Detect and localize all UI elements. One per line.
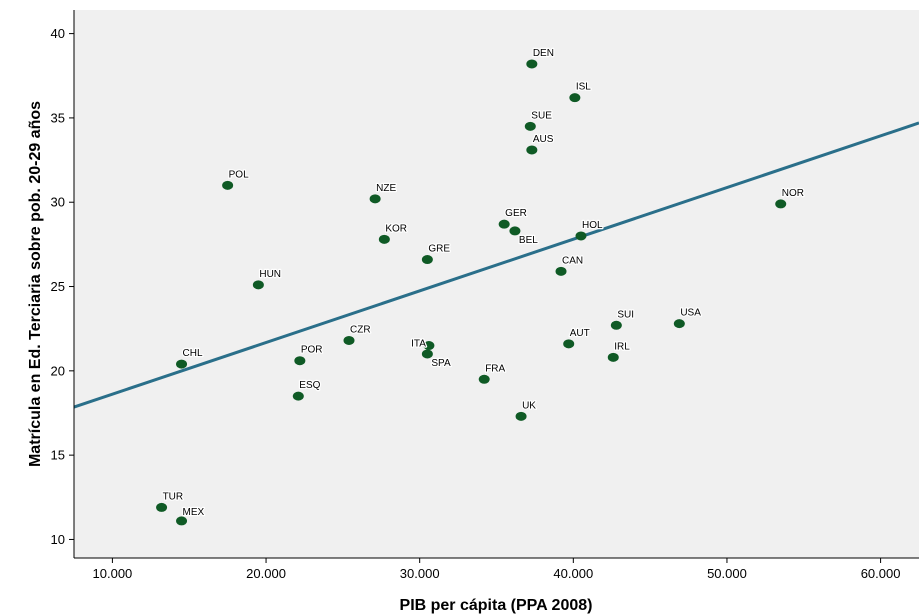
- point-label: IRL: [614, 341, 630, 352]
- point-label: AUT: [570, 328, 590, 339]
- x-tick-label: 20.000: [246, 566, 286, 581]
- data-point: [509, 226, 521, 236]
- y-tick-label: 30: [51, 195, 65, 210]
- point-label: KOR: [385, 223, 407, 234]
- data-point: [526, 145, 538, 155]
- point-label: FRA: [485, 363, 505, 374]
- ticks-layer: 10.000 20.000 30.000 40.000 50.000 60.000 10 15…: [51, 26, 901, 581]
- point-label: CAN: [562, 255, 583, 266]
- data-point: [569, 93, 581, 103]
- data-point: [575, 231, 587, 241]
- data-point: [294, 356, 306, 366]
- point-label: AUS: [533, 134, 554, 145]
- point-label: BEL: [519, 235, 538, 246]
- data-point: [610, 320, 622, 330]
- data-point: [673, 319, 685, 329]
- data-point: [176, 359, 188, 369]
- point-label: ITA: [411, 339, 426, 350]
- point-label: TUR: [163, 491, 184, 502]
- data-point: [555, 266, 567, 276]
- point-label: SUE: [531, 110, 552, 121]
- point-label: SUI: [617, 309, 634, 320]
- data-point: [292, 391, 304, 401]
- data-point: [421, 349, 433, 359]
- x-axis-title: PIB per cápita (PPA 2008): [400, 597, 593, 614]
- point-label: ISL: [576, 82, 591, 93]
- data-point: [423, 341, 435, 351]
- fit-line-layer: [73, 121, 919, 409]
- x-tick-label: 50.000: [707, 566, 747, 581]
- point-label: GRE: [428, 244, 450, 255]
- y-axis-title: Matrícula en Ed. Terciaria sobre pob. 20…: [27, 101, 44, 467]
- point-label: NOR: [782, 188, 804, 199]
- fit-line: [73, 121, 919, 409]
- data-point: [524, 121, 536, 131]
- data-point: [775, 199, 787, 209]
- y-tick-label: 10: [51, 532, 65, 547]
- data-point: [498, 219, 510, 229]
- y-tick-label: 20: [51, 363, 65, 378]
- data-point: [369, 194, 381, 204]
- y-tick-label: 40: [51, 26, 65, 41]
- data-point: [222, 180, 234, 190]
- data-point: [515, 411, 527, 421]
- point-label: POR: [301, 345, 323, 356]
- y-tick-label: 35: [51, 110, 65, 125]
- point-label: POL: [229, 169, 249, 180]
- data-point: [156, 502, 168, 512]
- point-label: CZR: [350, 324, 371, 335]
- point-label: UK: [522, 400, 536, 411]
- data-point: [526, 59, 538, 69]
- points-layer: DEN ISL SUE AUS POL NZE NOR GER BEL HOL KOR GRE CAN H…: [156, 47, 805, 526]
- point-label: DEN: [533, 48, 554, 59]
- point-label: MEX: [183, 507, 205, 518]
- point-label: ESQ: [299, 380, 320, 391]
- data-point: [421, 255, 433, 265]
- data-point: [252, 280, 264, 290]
- data-point: [378, 234, 390, 244]
- data-point: [563, 339, 575, 349]
- point-label: HUN: [259, 269, 281, 280]
- point-label: HOL: [582, 220, 603, 231]
- y-tick-label: 25: [51, 279, 65, 294]
- data-point: [176, 516, 188, 526]
- point-label: SPA: [431, 358, 451, 369]
- data-point: [607, 352, 619, 362]
- x-tick-label: 10.000: [93, 566, 133, 581]
- point-label: NZE: [376, 183, 396, 194]
- data-point: [343, 335, 355, 345]
- data-point: [478, 374, 490, 384]
- point-label: USA: [680, 308, 701, 319]
- point-label: CHL: [183, 348, 203, 359]
- point-label: GER: [505, 208, 527, 219]
- x-tick-label: 30.000: [400, 566, 440, 581]
- plot-area: [74, 10, 919, 558]
- x-tick-label: 60.000: [861, 566, 901, 581]
- x-tick-label: 40.000: [553, 566, 593, 581]
- y-tick-label: 15: [51, 448, 65, 463]
